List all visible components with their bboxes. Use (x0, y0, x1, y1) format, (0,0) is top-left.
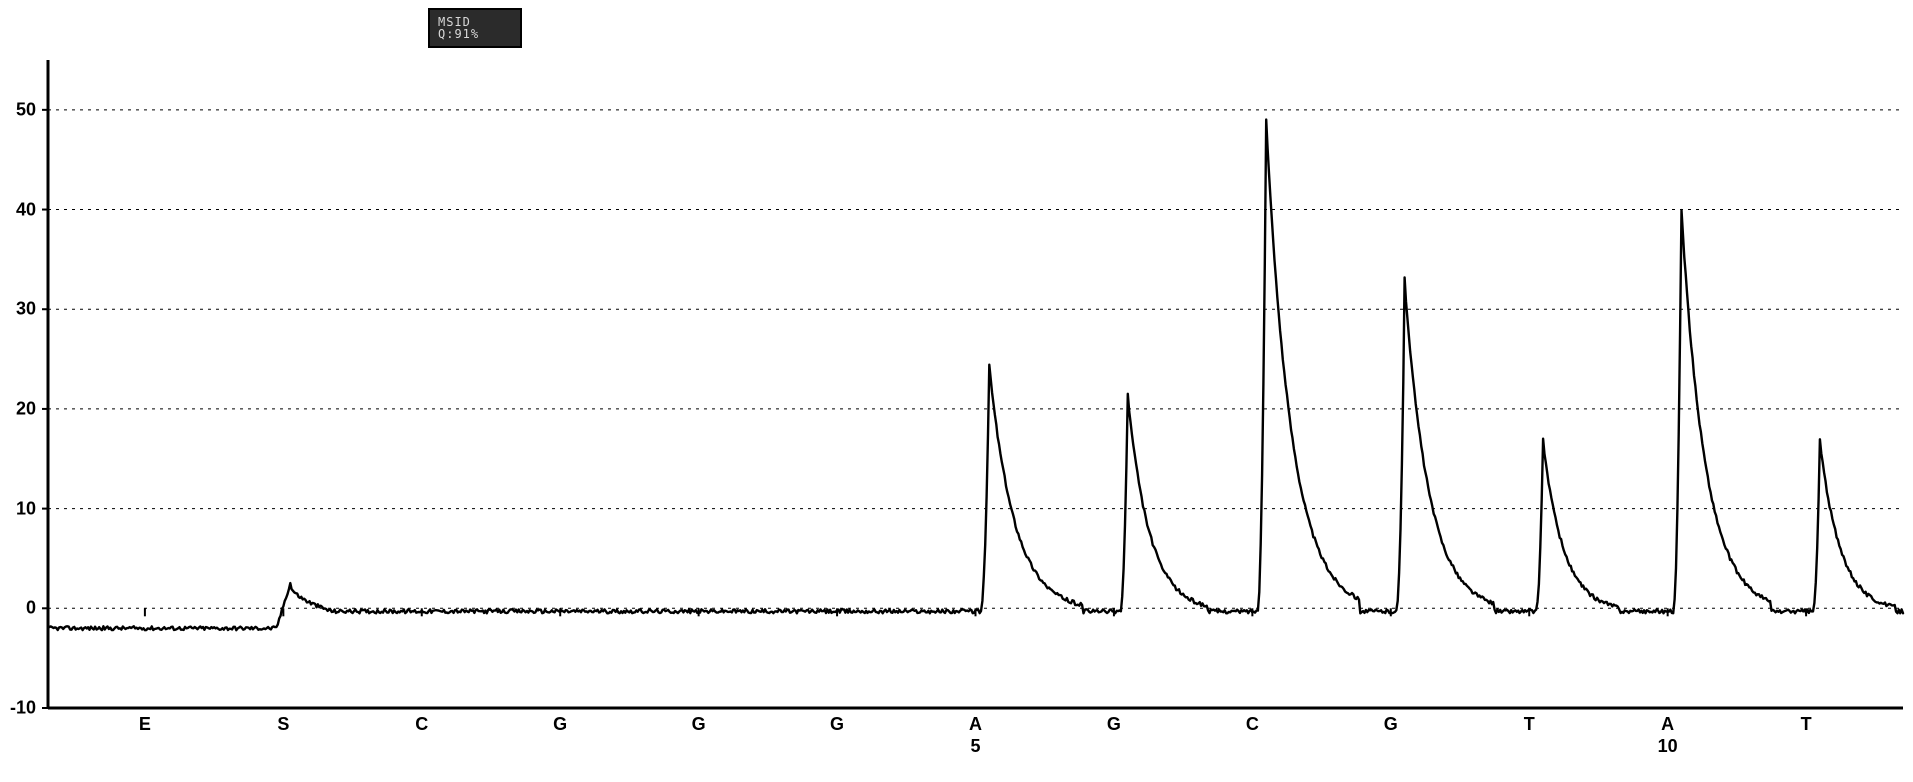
xletter-label: A (1661, 714, 1674, 735)
pyrogram-chart: MSIDQ:91% -10 0 10 20 30 40 50 E S C G G G A G C G T A T 5 10 (0, 0, 1913, 782)
xletter-label: C (415, 714, 428, 735)
ytick-label: 20 (16, 398, 42, 419)
ytick-label: -10 (10, 698, 42, 719)
xnum-label: 5 (970, 736, 980, 757)
ytick-label: 0 (26, 598, 42, 619)
xletter-label: T (1524, 714, 1535, 735)
xletter-label: G (1384, 714, 1398, 735)
xletter-label: A (969, 714, 982, 735)
annotation-badge: MSIDQ:91% (428, 8, 522, 48)
annotation-line: Q:91% (438, 28, 512, 40)
ytick-label: 10 (16, 498, 42, 519)
chart-svg (0, 0, 1913, 782)
ytick-label: 30 (16, 299, 42, 320)
xletter-label: S (277, 714, 289, 735)
xletter-label: C (1246, 714, 1259, 735)
xletter-label: G (553, 714, 567, 735)
xletter-label: E (139, 714, 151, 735)
ytick-label: 50 (16, 99, 42, 120)
ytick-label: 40 (16, 199, 42, 220)
xletter-label: G (830, 714, 844, 735)
xletter-label: G (1107, 714, 1121, 735)
xnum-label: 10 (1658, 736, 1678, 757)
signal-trace (48, 120, 1903, 631)
xletter-label: G (692, 714, 706, 735)
xletter-label: T (1801, 714, 1812, 735)
